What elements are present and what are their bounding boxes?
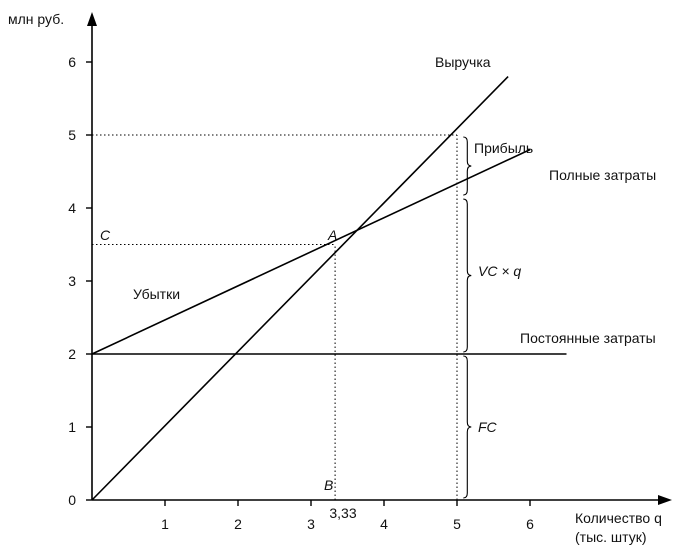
annotation-variable-costs: VC × q — [478, 263, 521, 279]
y-tick-label: 2 — [68, 346, 76, 362]
y-tick-label: 4 — [68, 200, 76, 216]
y-tick-label: 1 — [68, 419, 76, 435]
series-lines — [91, 76, 567, 501]
braces — [463, 136, 472, 499]
x-axis-label: Количество q — [575, 510, 662, 526]
brace-vc — [463, 198, 472, 353]
annotation-profit: Прибыль — [474, 140, 533, 156]
y-tick-label: 0 — [68, 492, 76, 508]
y-axis-label: млн руб. — [8, 11, 64, 27]
annotation-fixed-costs: FC — [478, 419, 498, 435]
y-axis-arrow — [87, 12, 97, 26]
x-axis-label-unit: (тыс. штук) — [575, 529, 647, 545]
x-tick-label: 6 — [526, 516, 534, 532]
x-tick-label: 5 — [453, 516, 461, 532]
brace-fc — [463, 355, 472, 499]
series-label-fixed-costs: Постоянные затраты — [520, 330, 656, 346]
series-label-total-costs: Полные затраты — [549, 167, 656, 183]
x-tick-label: 2 — [234, 516, 242, 532]
x-axis-arrow — [658, 495, 672, 505]
point-label-a: A — [327, 227, 337, 243]
revenue-line — [91, 76, 509, 501]
reference-lines — [92, 134, 458, 500]
y-tick-label: 5 — [68, 127, 76, 143]
point-label-b: B — [324, 477, 333, 493]
y-tick-label: 6 — [68, 54, 76, 70]
x-tick-label: 1 — [161, 516, 169, 532]
x-tick-label-break-even: 3,33 — [329, 505, 356, 521]
annotation-losses: Убытки — [133, 286, 180, 302]
ticks: 0 1 2 3 4 5 6 1 2 3 4 5 6 — [68, 54, 534, 532]
total-costs-line — [91, 148, 531, 355]
point-label-c: C — [100, 227, 111, 243]
x-tick-label: 3 — [307, 516, 315, 532]
y-tick-label: 3 — [68, 273, 76, 289]
brace-profit — [463, 136, 472, 196]
x-tick-label: 4 — [380, 516, 388, 532]
series-label-revenue: Выручка — [435, 54, 491, 70]
